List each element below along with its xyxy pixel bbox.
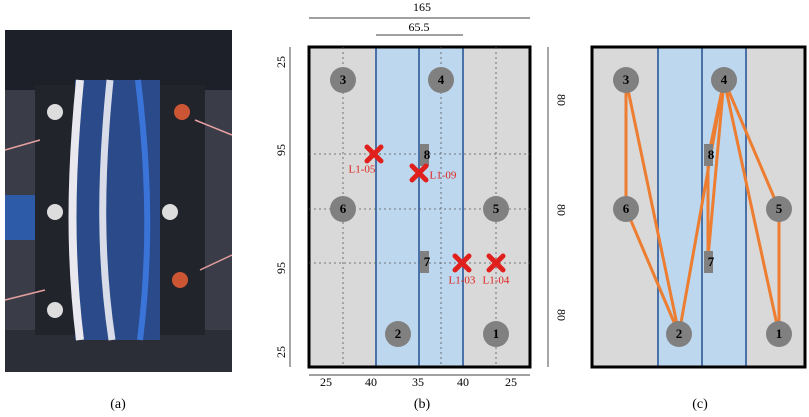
dimension-label: 80 [554, 204, 568, 216]
dimension-label: 165 [413, 0, 431, 14]
dimension-label: 25 [274, 346, 288, 358]
sensor-label: 6 [623, 201, 630, 216]
impact-label: L1-03 [449, 275, 476, 287]
strain-gauge-label: 8 [424, 147, 431, 162]
sensor-label: 2 [395, 326, 402, 341]
dimension-label: 80 [554, 94, 568, 106]
impact-label: L1-09 [430, 170, 457, 182]
caption: (b) [414, 397, 431, 412]
sensor-label: 1 [776, 326, 783, 341]
strip [658, 47, 702, 367]
sensor-label: 4 [438, 72, 445, 87]
sensor-label: 5 [493, 201, 500, 216]
strip [376, 47, 419, 367]
dimension-label: 25 [320, 375, 332, 389]
dimension-label: 40 [365, 375, 377, 389]
sensor-label: 4 [721, 72, 728, 87]
sensor-label: 1 [493, 326, 500, 341]
caption: (c) [692, 397, 708, 412]
dimension-label: 80 [554, 309, 568, 321]
sensor-label: 3 [623, 72, 630, 87]
dimension-label: 25 [505, 375, 517, 389]
strain-gauge-label: 8 [708, 147, 715, 162]
caption: (a) [110, 397, 126, 412]
photo [5, 30, 232, 372]
sensor-label: 3 [340, 72, 347, 87]
sensor-label: 2 [676, 326, 683, 341]
dimension-label: 35 [412, 375, 424, 389]
dimension-label: 95 [274, 144, 288, 156]
sensor-label: 5 [776, 201, 783, 216]
strain-gauge-label: 7 [424, 254, 431, 269]
sensor-label: 6 [340, 201, 347, 216]
figure: 12345678L1-05L1-09L1-03L1-0416565.525959… [0, 0, 809, 417]
dimension-label: 65.5 [409, 20, 430, 34]
impact-label: L1-05 [349, 164, 376, 176]
dimension-label: 25 [274, 56, 288, 68]
dimension-label: 40 [457, 375, 469, 389]
dimension-label: 95 [274, 262, 288, 274]
impact-label: L1-04 [483, 275, 510, 287]
strain-gauge-label: 7 [708, 254, 715, 269]
